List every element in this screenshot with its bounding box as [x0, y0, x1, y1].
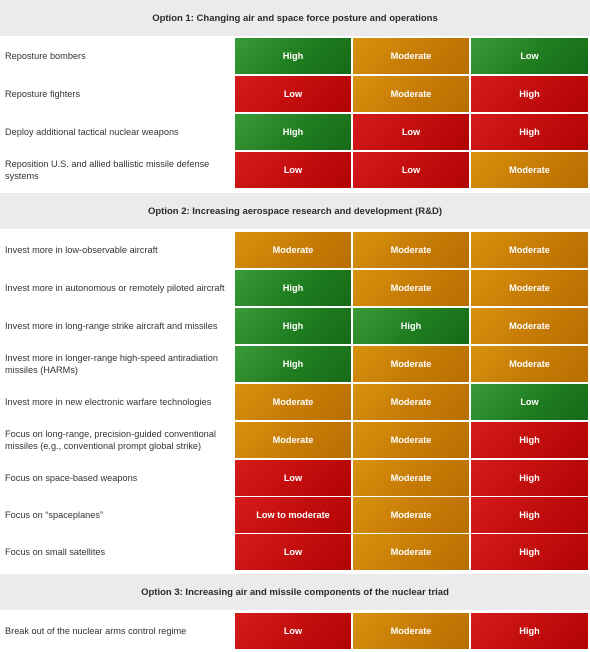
row-label: Invest more in low-observable aircraft [5, 245, 158, 255]
row-label: Invest more in longer-range high-speed a… [5, 353, 218, 375]
rating-cell: Low to moderate [235, 497, 351, 533]
rating-cell: Moderate [353, 76, 469, 112]
rating-cell: High [235, 346, 351, 382]
rating-cell: Low [471, 384, 588, 420]
rating-cell: Low [235, 152, 351, 188]
rating-cell: High [471, 613, 588, 649]
row-label: Invest more in autonomous or remotely pi… [5, 283, 225, 293]
section-header: Option 1: Changing air and space force p… [0, 0, 590, 36]
table-row: Focus on long-range, precision-guided co… [0, 422, 590, 458]
table-row: Reposture bombers High Moderate Low [0, 38, 590, 74]
rating-cell: Low [353, 152, 469, 188]
rating-cell: High [235, 114, 351, 150]
rating-cell: Moderate [471, 308, 588, 344]
rating-cell: High [471, 460, 588, 496]
section-header: Option 2: Increasing aerospace research … [0, 193, 590, 229]
rating-cell: High [471, 422, 588, 458]
rating-cell: High [471, 76, 588, 112]
table-row: Invest more in new electronic warfare te… [0, 384, 590, 420]
rating-cell: Moderate [353, 270, 469, 306]
table-row: Reposture fighters Low Moderate High [0, 76, 590, 112]
row-label: Invest more in new electronic warfare te… [5, 397, 212, 407]
rating-cell: Low [471, 38, 588, 74]
rating-cell: High [235, 308, 351, 344]
row-label: Invest more in long-range strike aircraf… [5, 321, 218, 331]
table-row: Focus on small satellites Low Moderate H… [0, 534, 590, 570]
rating-cell: Moderate [471, 232, 588, 268]
table-row: Break out of the nuclear arms control re… [0, 613, 590, 649]
row-label: Reposture bombers [5, 51, 86, 61]
rating-cell: High [471, 534, 588, 570]
row-label: Deploy additional tactical nuclear weapo… [5, 127, 179, 137]
rating-cell: Moderate [235, 232, 351, 268]
rating-cell: Moderate [353, 232, 469, 268]
rating-cell: Moderate [235, 384, 351, 420]
section-header: Option 3: Increasing air and missile com… [0, 574, 590, 610]
table-row: Invest more in autonomous or remotely pi… [0, 270, 590, 306]
rating-cell: High [471, 114, 588, 150]
table-row: Deploy additional tactical nuclear weapo… [0, 114, 590, 150]
rating-cell: Low [235, 76, 351, 112]
table-row: Invest more in longer-range high-speed a… [0, 346, 590, 382]
rating-cell: Moderate [353, 460, 469, 496]
rating-cell: Low [235, 613, 351, 649]
row-label: Reposture fighters [5, 89, 81, 99]
rating-cell: Moderate [471, 346, 588, 382]
rating-cell: High [353, 308, 469, 344]
rating-cell: Low [235, 534, 351, 570]
row-label: Focus on space-based weapons [5, 473, 138, 483]
row-label: Reposition U.S. and allied ballistic mis… [5, 159, 210, 181]
row-label: Focus on “spaceplanes” [5, 510, 104, 520]
rating-cell: High [471, 497, 588, 533]
rating-cell: Low [235, 460, 351, 496]
table-row: Focus on “spaceplanes” Low to moderate M… [0, 497, 590, 533]
rating-cell: Moderate [471, 152, 588, 188]
rating-cell: High [235, 38, 351, 74]
row-label: Break out of the nuclear arms control re… [5, 626, 187, 636]
rating-cell: Moderate [353, 422, 469, 458]
table-row: Invest more in low-observable aircraft M… [0, 232, 590, 268]
rating-cell: Moderate [353, 346, 469, 382]
rating-cell: Moderate [353, 534, 469, 570]
table-row: Invest more in long-range strike aircraf… [0, 308, 590, 344]
row-label: Focus on small satellites [5, 547, 106, 557]
table-row: Reposition U.S. and allied ballistic mis… [0, 152, 590, 188]
rating-cell: Moderate [353, 613, 469, 649]
rating-cell: Moderate [471, 270, 588, 306]
rating-cell: Moderate [353, 497, 469, 533]
rating-cell: Moderate [353, 384, 469, 420]
rating-cell: Moderate [353, 38, 469, 74]
table-row: Focus on space-based weapons Low Moderat… [0, 460, 590, 496]
rating-cell: High [235, 270, 351, 306]
row-label: Focus on long-range, precision-guided co… [5, 429, 216, 451]
rating-cell: Low [353, 114, 469, 150]
rating-cell: Moderate [235, 422, 351, 458]
